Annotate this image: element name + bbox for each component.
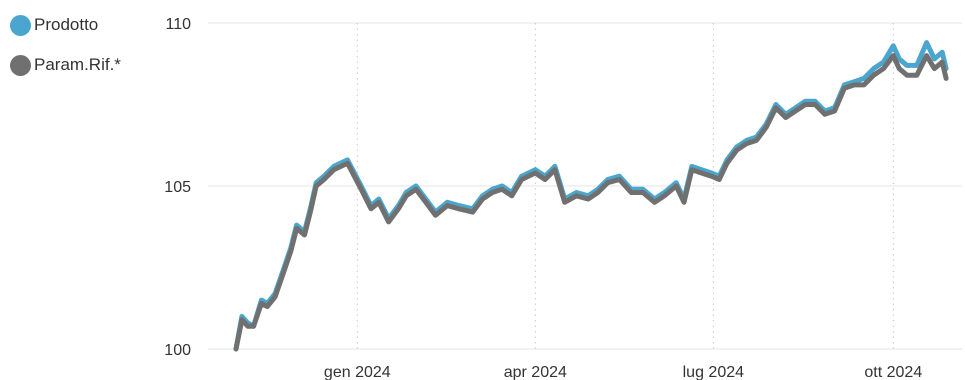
chart-legend: Prodotto Param.Rif.* [10,14,121,94]
series-line-1 [233,53,949,352]
legend-label-prodotto: Prodotto [34,15,99,34]
legend-item-prodotto[interactable]: Prodotto [10,14,121,36]
grid-layer [208,22,962,350]
legend-label-param-rif: Param.Rif.* [34,55,121,74]
legend-marker-param-rif [10,54,31,76]
legend-marker-prodotto [10,14,31,36]
x-tick-label-1: apr 2024 [504,364,567,380]
y-tick-label-105: 105 [164,179,191,196]
series-layer [233,40,949,352]
y-tick-label-100: 100 [164,342,191,359]
y-tick-label-110: 110 [165,16,191,33]
axis-labels: 100 105 110 gen 2024 apr 2024 lug 2024 ott 202… [164,16,922,380]
legend-item-param-rif[interactable]: Param.Rif.* [10,54,121,76]
x-tick-label-0: gen 2024 [324,364,391,380]
x-tick-label-2: lug 2024 [683,364,744,380]
x-tick-label-3: ott 2024 [864,364,922,380]
